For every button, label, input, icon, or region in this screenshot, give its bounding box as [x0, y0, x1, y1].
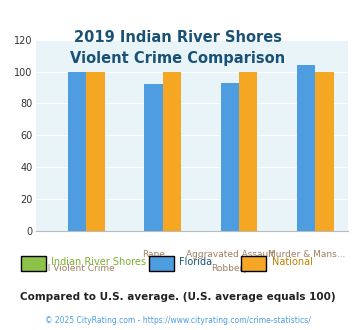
Bar — [144, 84, 163, 231]
Text: All Violent Crime: All Violent Crime — [39, 264, 115, 273]
Text: Indian River Shores: Indian River Shores — [51, 257, 147, 267]
Bar — [68, 72, 86, 231]
Text: Robbery: Robbery — [211, 264, 249, 273]
Bar — [163, 72, 181, 231]
Bar — [297, 65, 315, 231]
Text: Murder & Mans...: Murder & Mans... — [268, 250, 345, 259]
Bar — [315, 72, 334, 231]
Text: National: National — [272, 257, 312, 267]
Bar — [221, 83, 239, 231]
Text: Aggravated Assault: Aggravated Assault — [186, 250, 274, 259]
Bar — [239, 72, 257, 231]
Text: Compared to U.S. average. (U.S. average equals 100): Compared to U.S. average. (U.S. average … — [20, 292, 335, 302]
Text: Florida: Florida — [179, 257, 212, 267]
Text: Rape: Rape — [142, 250, 165, 259]
Bar — [86, 72, 105, 231]
Text: © 2025 CityRating.com - https://www.cityrating.com/crime-statistics/: © 2025 CityRating.com - https://www.city… — [45, 315, 310, 325]
Text: 2019 Indian River Shores
Violent Crime Comparison: 2019 Indian River Shores Violent Crime C… — [70, 30, 285, 66]
